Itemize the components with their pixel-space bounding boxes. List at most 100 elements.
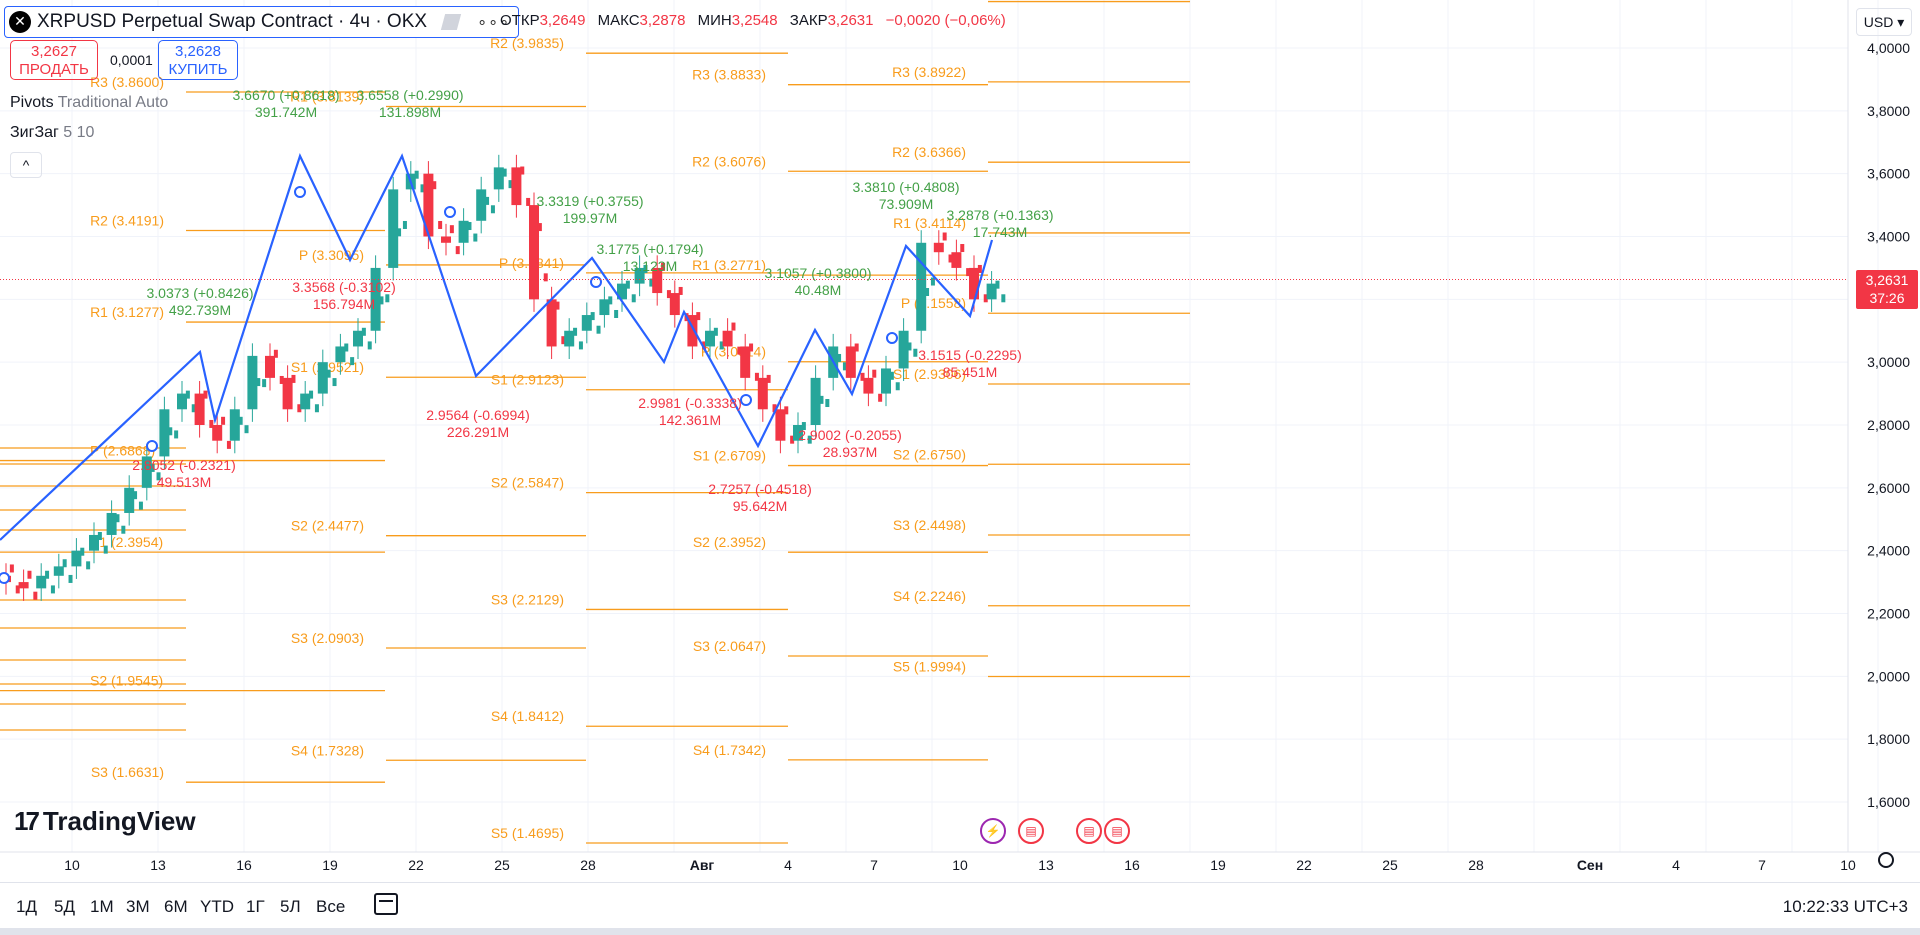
zigzag-line [0,153,994,541]
us-flag-icon[interactable]: ▤ [1076,818,1102,844]
candle-body [757,377,768,410]
candle-body [124,487,135,513]
sell-button[interactable]: 3,2627 ПРОДАТЬ [10,40,98,80]
x-tick-label: 16 [1124,857,1140,873]
zigzag-label: 3.6558 (+0.2990) [356,87,463,103]
us-flag-icon[interactable]: ▤ [1018,818,1044,844]
candle-body [705,330,715,347]
candle-body [652,267,663,294]
zigzag-volume-label: 156.794M [313,296,375,312]
candle-body [854,343,859,352]
y-tick-label: 2,8000 [1867,417,1910,433]
timeframe-button[interactable]: Все [316,897,346,916]
us-flag-icon[interactable]: ▤ [1104,818,1130,844]
timeframe-button[interactable]: 1Г [246,897,265,916]
candle-body [297,404,302,413]
timeframe-button[interactable]: 5Л [280,897,301,916]
candle-body [590,312,595,321]
zigzag-label: 2.8052 (-0.2321) [132,457,236,473]
candle-body [291,374,296,383]
candle-body [80,547,85,556]
zigzag-volume-label: 492.739M [169,302,231,318]
candle-body [529,205,539,300]
calendar-icon[interactable] [374,893,398,915]
gear-icon[interactable] [1878,852,1894,868]
candle-body [185,390,190,399]
candle-body [881,368,891,394]
candle-body [933,242,944,253]
y-tick-label: 2,6000 [1867,480,1910,496]
timeframe-button[interactable]: 3М [126,897,150,916]
candle-body [995,280,1000,289]
candle-body [344,343,349,352]
timeframe-button[interactable]: 1Д [16,897,37,916]
candle-body [467,222,472,231]
timeframe-button[interactable]: 5Д [54,897,75,916]
candle-body [449,225,454,234]
zigzag-marker [444,206,456,218]
zigzag-volume-label: 13.123M [623,258,677,274]
pivots-indicator-label[interactable]: Pivots Traditional Auto [10,94,168,112]
candle-body [986,283,997,300]
candle-body [141,456,152,488]
timeframe-button[interactable]: YTD [200,897,234,916]
candle-body [397,228,402,237]
zigzag-indicator-label[interactable]: ЗигЗаг 5 10 [10,124,94,142]
candle-body [194,393,205,425]
currency-button[interactable]: USD ▾ [1856,8,1912,36]
candle-body [793,425,803,441]
candle-body [177,393,187,410]
more-icon[interactable]: ∘∘∘ [477,14,511,31]
low-value: 3,2548 [731,12,778,29]
zigzag-label: 2.9002 (-0.2055) [798,427,902,443]
candle-body [115,514,120,523]
candle-body [951,252,962,268]
candle-body [561,336,566,345]
zigzag-label: 3.2878 (+0.1363) [946,207,1053,223]
candle-body [546,299,557,347]
candle-body [837,353,842,362]
chevron-up-icon[interactable]: ^ [10,152,42,178]
zigzag-params: 5 10 [63,124,95,141]
timeframe-button[interactable]: 6М [164,897,188,916]
candle-body [526,197,531,206]
candle-body [573,327,578,336]
candle-body [9,564,14,573]
pivot-level-label: S4 (1.7328) [291,742,364,758]
candle-body [678,286,683,295]
pivot-level-label: P (2.6868) [90,443,155,459]
candle-body [740,346,751,378]
candle-body [420,184,425,193]
y-tick-label: 3,4000 [1867,229,1910,245]
candle-body [244,425,249,434]
candle-body [247,355,258,410]
candle-body [913,348,918,357]
candle-body [221,416,226,425]
candle-body [983,294,988,303]
tradingview-logo[interactable]: 17 TradingView [14,806,196,837]
pivot-level-label: R1 (3.8139) [290,88,364,104]
eraser-icon[interactable] [440,14,462,30]
pivot-level-label: P (3.1558) [901,295,966,311]
candle-body [379,296,384,305]
candle-body [174,430,179,439]
pivot-level-label: S4 (2.2246) [893,588,966,604]
pivot-level-label: S3 (2.0647) [693,638,766,654]
lightning-icon[interactable]: ⚡ [980,818,1006,844]
candle-body [907,342,912,351]
candle-body [350,357,355,366]
x-tick-label: 10 [64,857,80,873]
candle-body [265,355,275,378]
candle-body [86,561,91,570]
symbol-title-box[interactable]: ✕ XRPUSD Perpetual Swap Contract · 4ч · … [4,6,520,38]
timeframe-button[interactable]: 1М [90,897,114,916]
pivot-level-label: P (3.3095) [299,247,364,263]
candle-body [825,399,830,408]
clock[interactable]: 10:22:33 UTC+3 [1782,897,1908,916]
x-tick-label: 25 [1382,857,1398,873]
zigzag-volume-label: 85.451M [943,364,997,380]
buy-button[interactable]: 3,2628 КУПИТЬ [158,40,238,80]
candle-body [1001,294,1006,303]
y-tick-label: 3,6000 [1867,166,1910,182]
